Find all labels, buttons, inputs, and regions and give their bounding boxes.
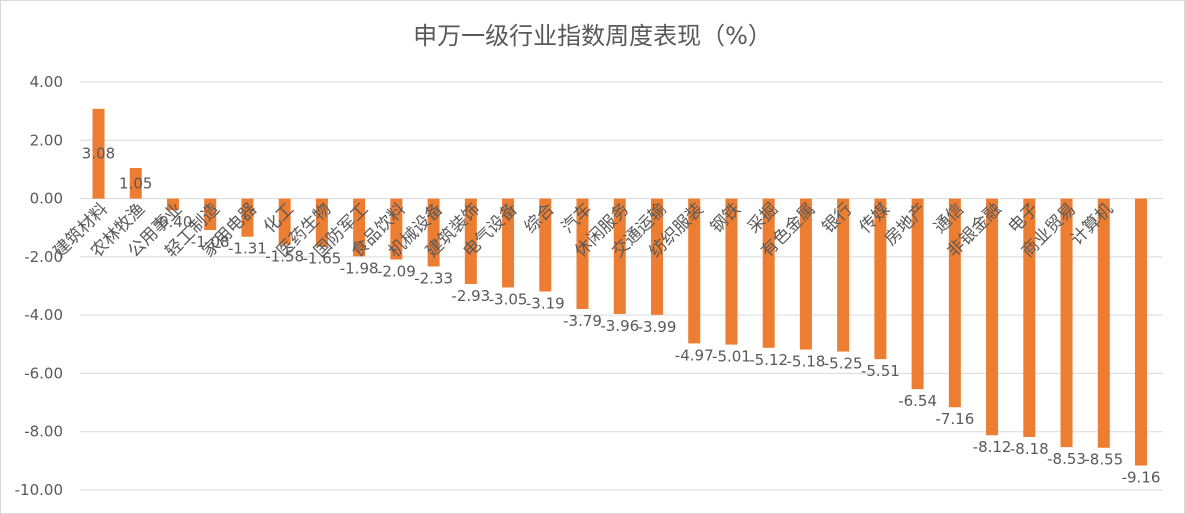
data-label: -8.55 (1084, 451, 1123, 469)
data-label: -8.12 (973, 438, 1012, 456)
data-label: -8.53 (1047, 450, 1086, 468)
bar (241, 198, 254, 237)
data-label: -5.25 (824, 355, 863, 373)
data-label: -5.51 (861, 362, 900, 380)
bar (315, 198, 328, 247)
bar (837, 198, 850, 352)
y-tick-label: -6.00 (24, 364, 63, 382)
bar (911, 198, 924, 390)
data-label: -2.33 (414, 269, 453, 287)
bar (353, 198, 366, 257)
bar (1060, 198, 1073, 448)
y-tick-label: -10.00 (15, 481, 63, 499)
data-label: -4.97 (675, 346, 714, 364)
bar (948, 198, 961, 408)
bar (688, 198, 701, 344)
y-tick-label: -4.00 (24, 306, 63, 324)
data-label: -8.18 (1010, 440, 1049, 458)
y-tick-label: 4.00 (30, 73, 63, 91)
bar (1023, 198, 1036, 437)
bar (1135, 198, 1147, 466)
bar (539, 198, 552, 292)
data-label: -1.98 (340, 259, 379, 277)
data-label: -1.31 (228, 240, 267, 258)
bar (650, 198, 663, 315)
data-label: -7.16 (935, 410, 974, 428)
bar (725, 198, 738, 345)
data-label: -6.54 (898, 392, 937, 410)
data-label: -3.19 (526, 295, 565, 313)
y-axis-ticks: 4.00 2.00 0.00 -2.00 -4.00 -6.00 -8.00 -10.00 (15, 73, 63, 499)
bar (464, 198, 477, 284)
data-label: -5.01 (712, 348, 751, 366)
bar (204, 198, 217, 231)
bar (986, 198, 999, 436)
bar (92, 108, 105, 199)
bar (129, 167, 142, 199)
category-label: 综合 (521, 199, 559, 237)
category-label: 计算机 (1067, 199, 1117, 249)
category-label: 房地产 (881, 199, 931, 249)
y-tick-label: -2.00 (24, 248, 63, 266)
data-label: -3.99 (638, 318, 677, 336)
bar (166, 198, 179, 211)
data-label: -1.58 (265, 248, 304, 266)
bar (278, 198, 291, 245)
category-label: 银行 (818, 199, 856, 237)
bar (762, 198, 775, 348)
bar (613, 198, 626, 314)
category-label: 钢铁 (707, 199, 745, 237)
bar (427, 198, 440, 267)
y-tick-label: 0.00 (30, 190, 63, 208)
bar (874, 198, 887, 360)
bar (502, 198, 515, 288)
data-label: 3.08 (82, 145, 115, 163)
data-label: -1.08 (191, 233, 230, 251)
data-label: -3.05 (489, 290, 528, 308)
chart-title: 申万一级行业指数周度表现（%） (413, 22, 772, 50)
y-tick-label: -8.00 (24, 423, 63, 441)
data-label: -5.12 (749, 351, 788, 369)
data-label: -2.09 (377, 262, 416, 280)
bars (92, 108, 1147, 466)
y-tick-label: 2.00 (30, 131, 63, 149)
data-label: -1.65 (302, 250, 341, 268)
data-label: -5.18 (787, 353, 826, 371)
bar (576, 198, 589, 310)
data-label: -3.79 (563, 312, 602, 330)
data-label: -2.93 (451, 287, 490, 305)
data-label: -9.16 (1122, 469, 1161, 487)
data-label: -0.40 (154, 213, 193, 231)
bar (390, 198, 403, 260)
bar (1097, 198, 1110, 448)
data-label: 1.05 (119, 174, 152, 192)
data-label: -3.96 (600, 317, 639, 335)
data-labels: 3.081.05-0.40-1.08-1.31-1.58-1.65-1.98-2… (82, 145, 1161, 487)
bar (799, 198, 812, 350)
